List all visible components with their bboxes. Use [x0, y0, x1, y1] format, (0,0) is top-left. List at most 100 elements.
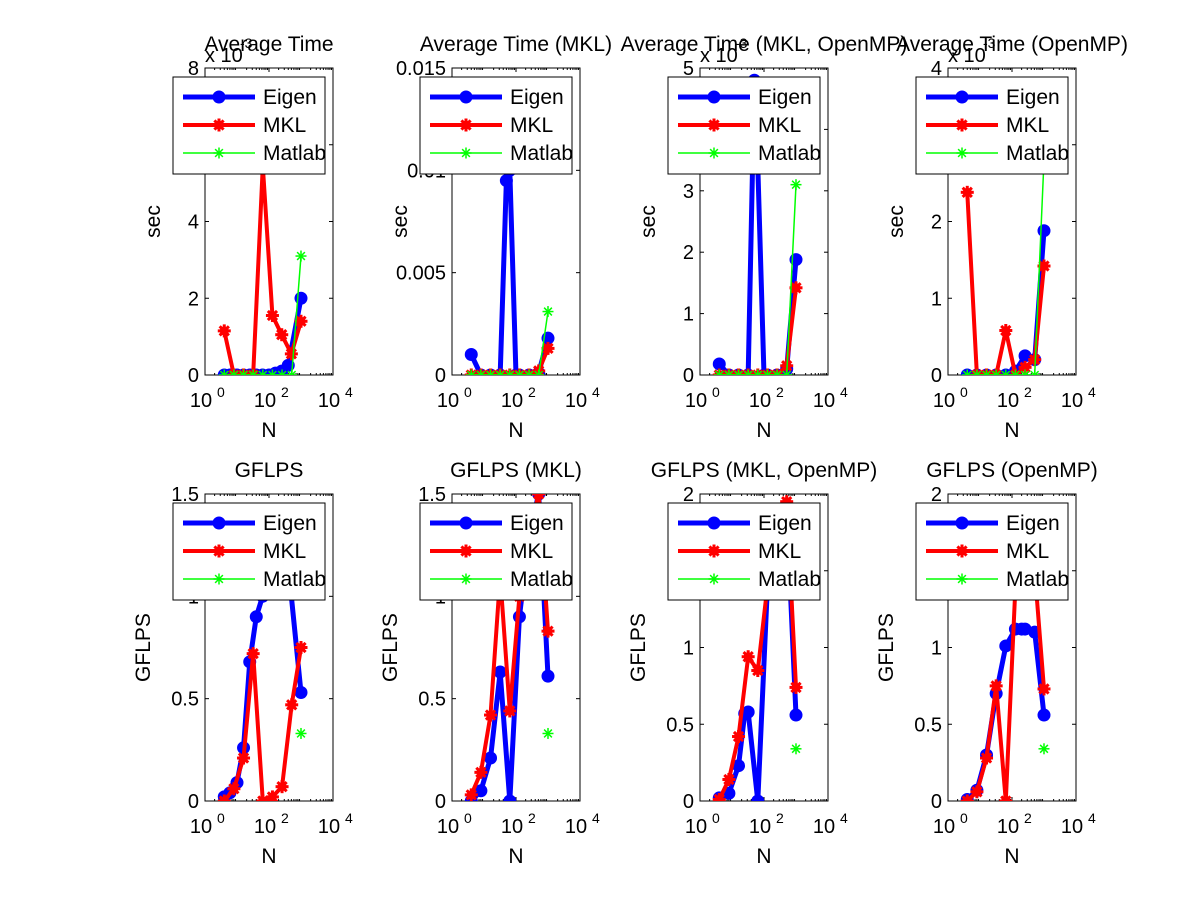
data-point — [732, 730, 746, 744]
legend-marker — [707, 90, 721, 104]
y-tick-label: 0.005 — [396, 263, 446, 285]
data-point — [503, 794, 517, 801]
legend-label: Eigen — [758, 512, 812, 535]
y-tick-label: 0 — [683, 365, 694, 387]
series-matlab — [465, 306, 554, 375]
y-tick-label: 0.5 — [171, 689, 199, 711]
x-tick-exponent: 2 — [776, 384, 784, 400]
legend-marker — [707, 544, 721, 558]
x-tick-label: 10 — [997, 390, 1019, 412]
data-point — [789, 708, 803, 722]
data-point — [493, 665, 507, 679]
legend-item-matlab: Matlab — [678, 568, 821, 591]
data-point — [246, 647, 260, 661]
legend-item-mkl: MKL — [183, 540, 306, 563]
data-point — [1037, 224, 1051, 238]
legend-label: Eigen — [1006, 86, 1060, 109]
x-tick-exponent: 0 — [217, 384, 225, 400]
y-multiplier-exponent: -3 — [735, 35, 748, 51]
legend-label: MKL — [263, 114, 306, 137]
y-tick-label: 0 — [188, 365, 199, 387]
data-point — [295, 250, 307, 262]
legend-marker — [460, 573, 472, 585]
legend-marker — [708, 147, 720, 159]
data-point — [1000, 369, 1012, 375]
x-tick-label: 10 — [813, 390, 835, 412]
data-point — [990, 369, 1002, 375]
y-tick-label: 0 — [683, 791, 694, 813]
data-point — [542, 306, 554, 318]
legend-item-mkl: MKL — [430, 114, 553, 137]
legend-item-eigen: Eigen — [183, 512, 317, 535]
data-point — [494, 369, 506, 375]
data-point — [751, 794, 765, 801]
legend-marker — [213, 147, 225, 159]
legend-label: MKL — [1006, 114, 1049, 137]
data-point — [960, 794, 974, 801]
y-multiplier-exponent: -3 — [240, 35, 253, 51]
legend: Eigen MKL Matlab — [667, 76, 821, 175]
x-tick-exponent: 2 — [1024, 384, 1032, 400]
x-axis-label: N — [261, 419, 276, 442]
x-tick-label: 10 — [933, 390, 955, 412]
legend-label: Matlab — [1006, 568, 1069, 591]
x-tick-exponent: 2 — [281, 384, 289, 400]
y-tick-label: 0 — [435, 365, 446, 387]
legend-item-eigen: Eigen — [678, 86, 812, 109]
y-tick-label: 0 — [931, 365, 942, 387]
legend-marker — [459, 118, 473, 132]
x-tick-exponent: 0 — [960, 810, 968, 826]
legend-label: Eigen — [263, 512, 317, 535]
x-tick-label: 10 — [685, 816, 707, 838]
data-point — [790, 743, 802, 755]
legend-marker — [459, 516, 473, 530]
data-point — [1029, 369, 1041, 375]
legend-item-eigen: Eigen — [183, 86, 317, 109]
y-axis-label: sec — [885, 205, 908, 238]
x-tick-label: 10 — [1061, 816, 1083, 838]
legend-marker — [956, 573, 968, 585]
data-point — [465, 369, 477, 375]
y-tick-label: 1 — [683, 304, 694, 326]
legend: Eigen MKL Matlab — [172, 502, 326, 601]
x-tick-label: 10 — [933, 816, 955, 838]
legend-item-eigen: Eigen — [678, 512, 812, 535]
x-tick-label: 10 — [501, 390, 523, 412]
legend: Eigen MKL Matlab — [419, 502, 573, 601]
data-point — [789, 680, 803, 694]
series-matlab — [295, 727, 307, 739]
data-point — [532, 494, 546, 501]
legend-label: Matlab — [758, 568, 821, 591]
legend-marker — [212, 516, 226, 530]
y-axis-label: sec — [142, 205, 165, 238]
legend-item-matlab: Matlab — [926, 142, 1069, 165]
x-tick-exponent: 4 — [1088, 384, 1096, 400]
series-matlab — [790, 743, 802, 755]
data-point — [464, 788, 478, 801]
subplot-7: 00.511.52100102104NGFLPSGFLPS (MKL, Open… — [627, 459, 877, 868]
data-point — [276, 369, 288, 375]
data-point — [533, 369, 545, 375]
y-tick-label: 8 — [188, 58, 199, 80]
legend-item-mkl: MKL — [926, 114, 1049, 137]
x-axis-label: N — [756, 419, 771, 442]
data-point — [294, 314, 308, 328]
x-tick-label: 10 — [318, 390, 340, 412]
x-tick-label: 10 — [685, 390, 707, 412]
data-point — [1038, 743, 1050, 755]
data-point — [752, 369, 764, 375]
legend-item-matlab: Matlab — [430, 568, 573, 591]
data-point — [249, 610, 263, 624]
y-tick-label: 0 — [435, 791, 446, 813]
legend-item-eigen: Eigen — [926, 512, 1060, 535]
data-point — [217, 794, 231, 801]
legend-item-eigen: Eigen — [430, 512, 564, 535]
subplot-title: GFLPS (MKL) — [450, 459, 582, 482]
data-point — [513, 369, 525, 375]
data-point — [722, 773, 736, 787]
data-point — [238, 369, 250, 375]
